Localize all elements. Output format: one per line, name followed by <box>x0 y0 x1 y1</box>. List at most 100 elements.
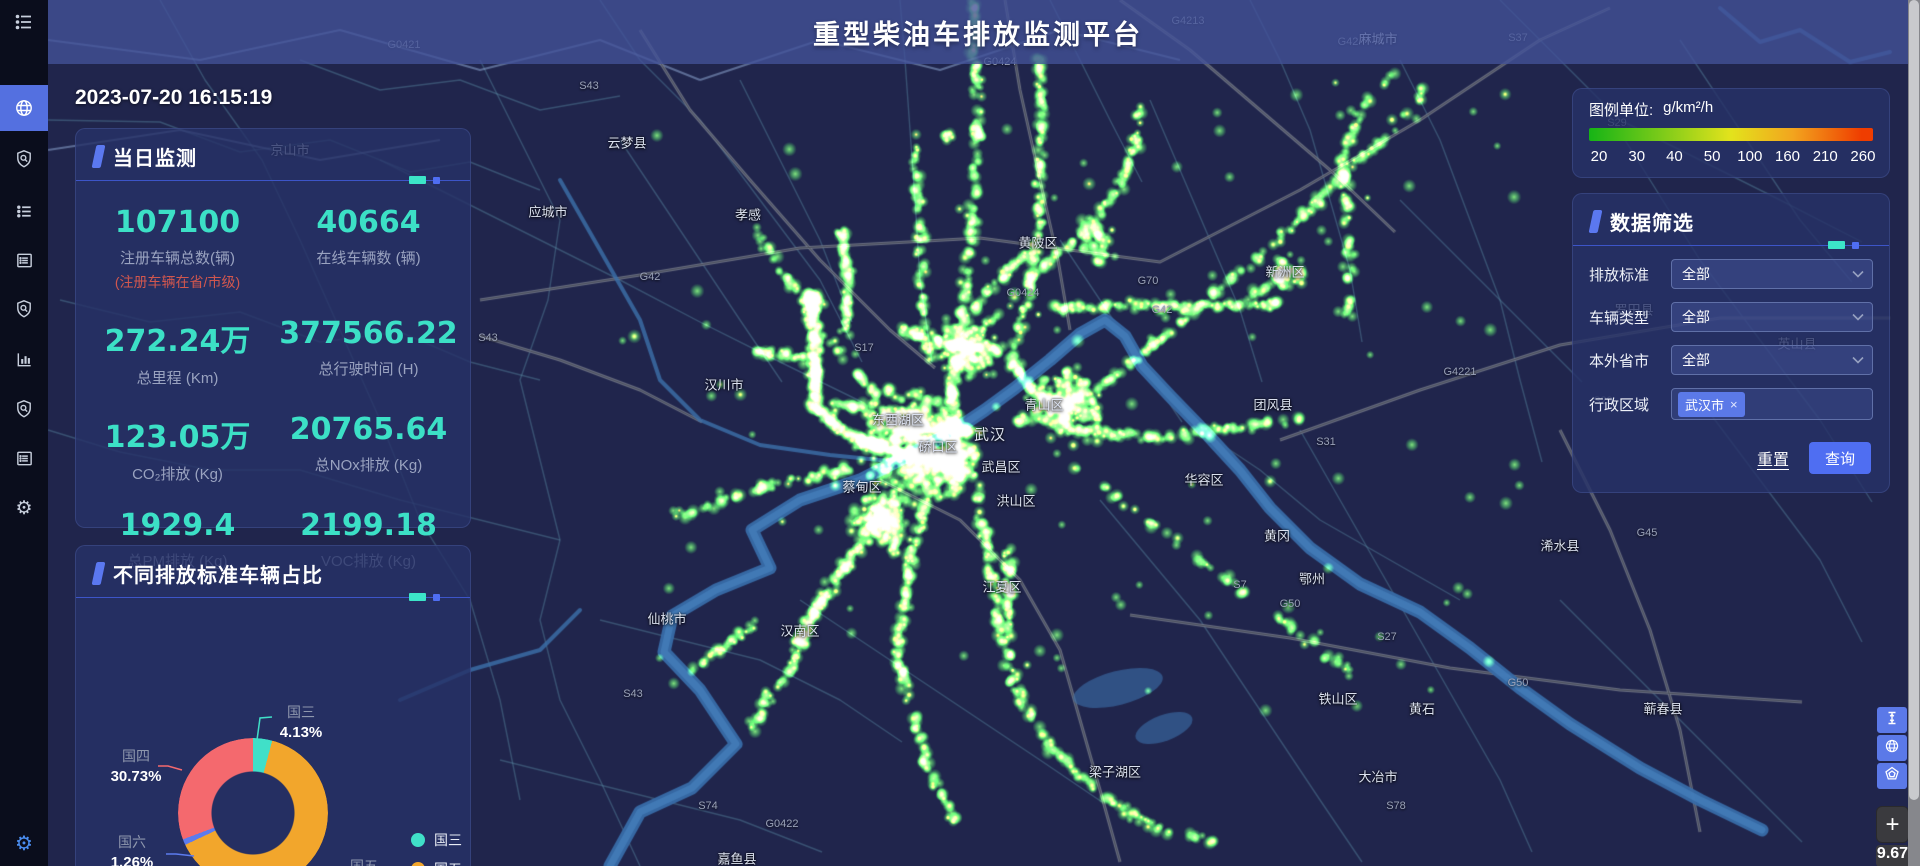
shield-search-icon <box>14 299 34 319</box>
filter-actions: 重置 查询 <box>1591 442 1871 474</box>
legend-tick: 100 <box>1737 148 1763 165</box>
daily-monitor-panel: 当日监测 107100 注册车辆总数(辆) (注册车辆在省/市级) 40664 … <box>75 128 471 570</box>
map-tool-buttons <box>1877 707 1907 789</box>
zoom-in-button[interactable]: + <box>1876 806 1909 843</box>
vehicle-type-select[interactable]: 全部 <box>1671 302 1873 332</box>
stat-registered-vehicles: 107100 注册车辆总数(辆) (注册车辆在省/市级) <box>82 205 273 292</box>
header-bar: 重型柴油车排放监测平台 <box>48 0 1908 64</box>
legend-item-guosan[interactable]: 国三 <box>411 830 462 850</box>
sidebar-item-report[interactable] <box>0 238 48 282</box>
stat-value: 2199.18 <box>300 508 437 543</box>
admin-region-input[interactable]: 武汉市 × <box>1671 388 1873 420</box>
bar-chart-icon <box>15 350 34 369</box>
scrollbar-thumb[interactable] <box>1909 0 1919 800</box>
legend-tick: 30 <box>1628 148 1646 165</box>
stat-value: 123.05万 <box>104 420 251 455</box>
stat-value: 107100 <box>114 205 241 240</box>
panel-divider <box>76 176 470 184</box>
stat-online-vehicles: 40664 在线车辆数 (辆) <box>273 205 464 292</box>
shield-search-icon <box>14 399 34 419</box>
gear-icon: ⚙ <box>15 497 33 519</box>
filter-panel-title: 数据筛选 <box>1610 213 1694 235</box>
heat-gradient-bar <box>1589 128 1873 141</box>
divider-handle <box>409 593 426 601</box>
stat-label: 总NOx排放 (Kg) <box>314 457 423 474</box>
stat-label: CO₂排放 (Kg) <box>132 466 223 483</box>
sidebar-item-records[interactable] <box>0 436 48 480</box>
shield-search-icon <box>14 149 34 169</box>
sidebar-item-config-bottom[interactable]: ⚙ <box>0 822 48 866</box>
pie-panel-title: 不同排放标准车辆占比 <box>113 565 323 587</box>
building-layer-icon <box>1884 766 1900 787</box>
legend-unit-label: 图例单位: <box>1589 102 1654 119</box>
divider-handle <box>1828 241 1845 249</box>
legend-tick: 20 <box>1590 148 1608 165</box>
panel-title-marker <box>91 562 106 585</box>
daily-stats-grid: 107100 注册车辆总数(辆) (注册车辆在省/市级) 40664 在线车辆数… <box>76 181 470 571</box>
building-layer-button[interactable] <box>1877 763 1907 789</box>
close-icon[interactable]: × <box>1730 396 1738 412</box>
stat-label: 注册车辆总数(辆) <box>120 250 235 267</box>
pie-callout-guosi: 国四 30.73% <box>110 748 162 785</box>
sidebar-nav: ⚙ ⚙ <box>0 0 48 866</box>
menu-icon <box>14 12 34 32</box>
legend-tick: 40 <box>1666 148 1683 165</box>
sidebar-item-supervise[interactable] <box>0 287 48 331</box>
reset-button[interactable]: 重置 <box>1756 452 1789 469</box>
legend-item-guowu[interactable]: 国五 <box>411 859 462 866</box>
province-origin-select[interactable]: 全部 <box>1671 345 1873 375</box>
chevron-down-icon <box>1852 265 1864 283</box>
document-list-icon <box>15 449 34 468</box>
page-scrollbar <box>1908 0 1920 866</box>
emission-standard-pie-panel: 不同排放标准车辆占比 国三 4.13% 国四 30.73% 国六 <box>75 545 471 866</box>
stat-total-mileage: 272.24万 总里程 (Km) <box>82 316 273 388</box>
sidebar-item-menu[interactable] <box>0 0 48 44</box>
stat-value: 1929.4 <box>119 508 236 543</box>
query-button[interactable]: 查询 <box>1809 442 1871 474</box>
page-title: 重型柴油车排放监测平台 <box>813 19 1143 50</box>
panel-divider <box>76 593 470 601</box>
gear-icon: ⚙ <box>15 833 33 855</box>
pie-callout-guosan: 国三 4.13% <box>279 704 323 741</box>
divider-handle <box>409 176 426 184</box>
pie-callout-guowu: 国五 63.88% <box>350 858 378 866</box>
stat-label: 总里程 (Km) <box>136 370 219 387</box>
zoom-level-value: 9.67 <box>1876 845 1909 866</box>
stat-value: 40664 <box>316 205 421 240</box>
sidebar-item-vehicle-inspect[interactable] <box>0 137 48 181</box>
sidebar-item-list[interactable] <box>0 189 48 233</box>
current-datetime: 2023-07-20 16:15:19 <box>75 86 273 109</box>
divider-handle <box>433 177 440 184</box>
globe-icon <box>1884 738 1900 759</box>
legend-unit-value: g/km²/h <box>1663 99 1714 116</box>
legend-dot <box>411 833 425 847</box>
emission-standard-select[interactable]: 全部 <box>1671 259 1873 289</box>
legend-tick: 160 <box>1775 148 1801 165</box>
globe-icon <box>14 98 34 118</box>
sidebar-item-settings[interactable]: ⚙ <box>0 486 48 530</box>
legend-dot <box>411 862 425 866</box>
measure-button[interactable] <box>1877 707 1907 733</box>
data-filter-panel: 数据筛选 排放标准 全部 车辆类型 全部 本外省市 <box>1572 193 1890 493</box>
stat-sublabel: (注册车辆在省/市级) <box>114 274 241 290</box>
pie-callout-guoliu: 国六 1.26% <box>110 834 154 866</box>
legend-tick: 260 <box>1850 148 1876 165</box>
document-list-icon <box>15 251 34 270</box>
region-tag-wuhan: 武汉市 × <box>1678 391 1745 417</box>
filter-row-province-origin: 本外省市 全部 <box>1589 345 1873 375</box>
sidebar-item-audit[interactable] <box>0 387 48 431</box>
divider-handle <box>433 594 440 601</box>
donut-chart[interactable] <box>178 738 328 866</box>
measure-icon <box>1884 710 1900 731</box>
filter-row-vehicle-type: 车辆类型 全部 <box>1589 302 1873 332</box>
chevron-down-icon <box>1852 308 1864 326</box>
heat-legend-ticks: 20 30 40 50 100 160 210 260 <box>1573 146 1889 165</box>
sidebar-item-statistics[interactable] <box>0 337 48 381</box>
chevron-down-icon <box>1852 351 1864 369</box>
legend-tick: 210 <box>1812 148 1838 165</box>
sidebar-item-map-monitor[interactable] <box>0 85 48 131</box>
globe-layer-button[interactable] <box>1877 735 1907 761</box>
stat-label: 总行驶时间 (H) <box>318 361 419 378</box>
panel-divider <box>1573 241 1889 249</box>
